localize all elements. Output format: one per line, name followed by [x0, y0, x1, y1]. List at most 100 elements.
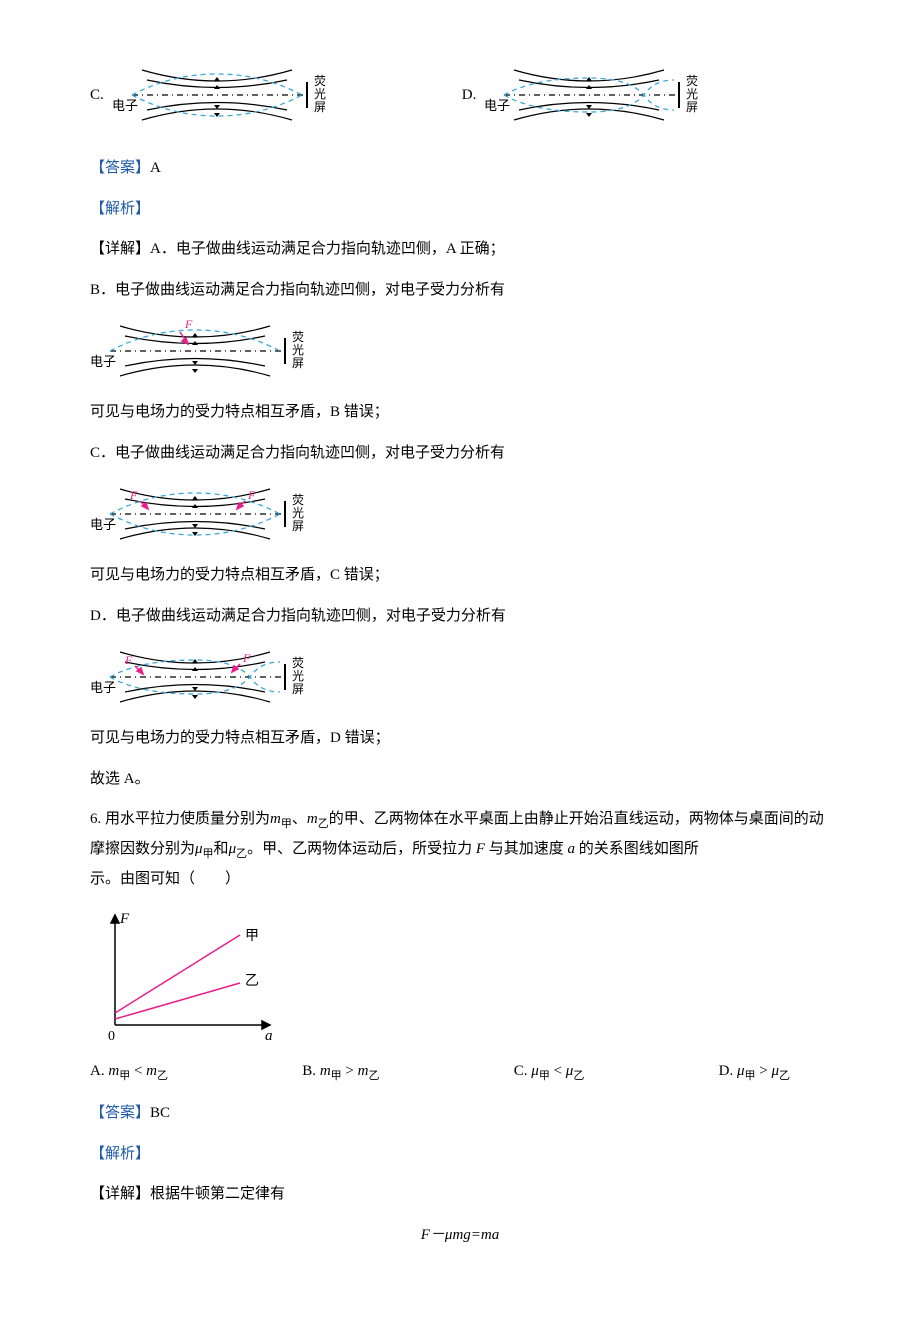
option-d-label: D.	[462, 81, 477, 110]
svg-text:荧: 荧	[292, 493, 304, 507]
svg-text:电子: 电子	[484, 98, 510, 113]
q6-text-5: 。甲、乙两物体运动后，所受拉力	[247, 841, 476, 857]
svg-text:乙: 乙	[245, 973, 259, 989]
svg-text:屏: 屏	[686, 100, 698, 114]
answer-line: 【答案】A	[90, 154, 830, 183]
svg-text:屏: 屏	[314, 100, 326, 114]
opt-c-op: <	[554, 1063, 562, 1079]
q6-sub-yi: 乙	[318, 818, 329, 830]
opt-b-op: >	[345, 1063, 353, 1079]
q6-equation: F－μmg=ma	[90, 1221, 830, 1250]
opt-a-label: A.	[90, 1063, 105, 1079]
q6-m-yi: m	[307, 811, 318, 827]
opt-a-rhs-sub: 乙	[157, 1070, 168, 1082]
opt-a-lhs-sub: 甲	[119, 1070, 130, 1082]
detail-c-text: C．电子做曲线运动满足合力指向轨迹凹侧，对电子受力分析有	[90, 439, 830, 468]
q6-option-c: C. μ甲 < μ乙	[514, 1057, 585, 1087]
detail-d-conclusion: 可见与电场力的受力特点相互矛盾，D 错误；	[90, 724, 830, 753]
q6-chart: F a 0 甲 乙	[90, 905, 830, 1045]
q6-answer-value: BC	[150, 1105, 170, 1121]
opt-d-rhs-sub: 乙	[779, 1070, 790, 1082]
q6-text: 6. 用水平拉力使质量分别为m甲、m乙的甲、乙两物体在水平桌面上由静止开始沿直线…	[90, 805, 830, 893]
opt-c-label: C.	[514, 1063, 528, 1079]
field-diagram-c: 电子 荧 光 屏	[112, 60, 342, 130]
answer-label: 【答案】	[90, 160, 150, 176]
analysis-label: 【解析】	[90, 195, 830, 224]
detail-a: 【详解】A．电子做曲线运动满足合力指向轨迹凹侧，A 正确；	[90, 235, 830, 264]
q6-option-b: B. m甲 > m乙	[302, 1057, 379, 1087]
opt-a-op: <	[134, 1063, 142, 1079]
svg-text:光: 光	[292, 343, 304, 357]
svg-text:光: 光	[314, 87, 326, 101]
opt-c-rhs-sub: 乙	[573, 1070, 584, 1082]
svg-text:屏: 屏	[292, 519, 304, 533]
q6-text-6: 与其加速度	[485, 841, 568, 857]
svg-text:F: F	[247, 488, 256, 502]
q6-a: a	[568, 841, 576, 857]
opt-c-lhs: μ	[531, 1063, 539, 1079]
q6-option-d: D. μ甲 > μ乙	[719, 1057, 790, 1087]
q6-text-8: 示。由图可知（ ）	[90, 871, 240, 887]
field-diagram-d: 电子 荧 光 屏	[484, 60, 714, 130]
svg-text:荧: 荧	[314, 74, 326, 88]
q6-text-2: 的甲、乙两物体在水平桌面上由静止开始沿直线运动，两物体与桌	[329, 811, 764, 827]
svg-text:屏: 屏	[292, 356, 304, 370]
opt-b-rhs-sub: 乙	[368, 1070, 379, 1082]
svg-text:电子: 电子	[90, 354, 116, 369]
svg-text:光: 光	[292, 669, 304, 683]
field-diagram-c-force: F F 电子 荧 光 屏	[90, 479, 830, 549]
options-c-d-row: C. 电子	[90, 60, 830, 142]
answer-value: A	[150, 160, 161, 176]
opt-d-rhs: μ	[771, 1063, 779, 1079]
detail-b-text: B．电子做曲线运动满足合力指向轨迹凹侧，对电子受力分析有	[90, 276, 830, 305]
svg-text:0: 0	[108, 1029, 115, 1044]
svg-text:F: F	[129, 488, 138, 502]
q6-mu-jia: μ	[195, 841, 203, 857]
opt-b-rhs: m	[358, 1063, 369, 1079]
svg-text:a: a	[265, 1028, 273, 1044]
option-c-label: C.	[90, 81, 104, 110]
q6-options-row: A. m甲 < m乙 B. m甲 > m乙 C. μ甲 < μ乙 D. μ甲 >…	[90, 1057, 830, 1087]
opt-a-lhs: m	[108, 1063, 119, 1079]
option-d: D. 电子	[462, 60, 715, 130]
opt-d-label: D.	[719, 1063, 734, 1079]
q6-mu-sub-yi: 乙	[236, 848, 247, 860]
svg-text:电子: 电子	[90, 517, 116, 532]
svg-text:荧: 荧	[292, 656, 304, 670]
q6-answer-label: 【答案】	[90, 1105, 150, 1121]
svg-text:F: F	[184, 317, 193, 331]
q6-m-jia: m	[270, 811, 281, 827]
svg-text:甲: 甲	[245, 929, 259, 944]
opt-d-lhs-sub: 甲	[744, 1070, 755, 1082]
opt-c-lhs-sub: 甲	[539, 1070, 550, 1082]
detail-c-conclusion: 可见与电场力的受力特点相互矛盾，C 错误；	[90, 561, 830, 590]
q6-analysis-label: 【解析】	[90, 1140, 830, 1169]
q6-text-1: 、	[292, 811, 307, 827]
q6-answer-line: 【答案】BC	[90, 1099, 830, 1128]
q6-text-4: 和	[214, 841, 229, 857]
q6-text-0: 6. 用水平拉力使质量分别为	[90, 811, 270, 827]
final-answer: 故选 A。	[90, 765, 830, 794]
q6-sub-jia: 甲	[281, 818, 292, 830]
opt-a-rhs: m	[146, 1063, 157, 1079]
opt-b-lhs-sub: 甲	[331, 1070, 342, 1082]
q6-detail: 【详解】根据牛顿第二定律有	[90, 1180, 830, 1209]
svg-text:荧: 荧	[292, 330, 304, 344]
q6-mu-sub-jia: 甲	[203, 848, 214, 860]
detail-d-text: D．电子做曲线运动满足合力指向轨迹凹侧，对电子受力分析有	[90, 602, 830, 631]
field-diagram-d-force: F F 电子 荧 光 屏	[90, 642, 830, 712]
q6-F: F	[476, 841, 485, 857]
svg-text:F: F	[119, 911, 130, 927]
opt-b-label: B.	[302, 1063, 316, 1079]
svg-text:光: 光	[292, 506, 304, 520]
q6-mu-yi: μ	[229, 841, 237, 857]
svg-text:F: F	[124, 653, 133, 667]
detail-b-conclusion: 可见与电场力的受力特点相互矛盾，B 错误；	[90, 398, 830, 427]
field-diagram-b-force: F 电子 荧 光 屏	[90, 316, 830, 386]
svg-text:光: 光	[686, 87, 698, 101]
svg-text:电子: 电子	[112, 98, 138, 113]
svg-text:电子: 电子	[90, 680, 116, 695]
svg-text:F: F	[242, 651, 251, 665]
svg-text:屏: 屏	[292, 682, 304, 696]
opt-d-op: >	[759, 1063, 767, 1079]
